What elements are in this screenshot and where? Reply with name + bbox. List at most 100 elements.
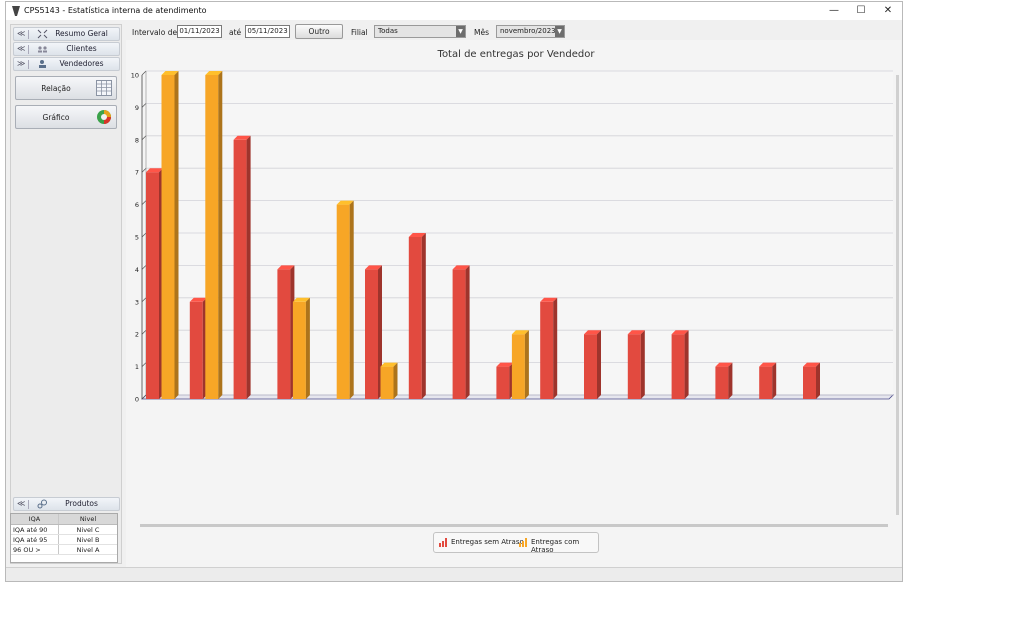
- section-resumo-geral[interactable]: ≪ Resumo Geral: [13, 27, 120, 41]
- separator: [28, 500, 29, 509]
- table-header: IQA Nivel: [11, 514, 117, 525]
- section-label: Vendedores: [59, 59, 104, 68]
- bar: [715, 366, 729, 399]
- separator: [28, 30, 29, 39]
- tick-mark: [141, 103, 147, 108]
- button-label: Relação: [41, 84, 71, 93]
- bar-side: [218, 71, 223, 399]
- bar-top: [408, 233, 426, 237]
- bar-side: [246, 135, 251, 400]
- users-icon: [38, 46, 47, 53]
- bar: [540, 301, 554, 399]
- y-tick-label: 6: [135, 201, 139, 209]
- bar-side: [728, 362, 733, 399]
- bar: [292, 301, 306, 399]
- bar: [161, 75, 175, 399]
- y-tick-label: 2: [135, 331, 139, 339]
- branch-select[interactable]: Todas ▼: [374, 25, 466, 38]
- table-row[interactable]: 96 OU > Nivel A: [11, 545, 117, 555]
- y-tick-label: 3: [135, 298, 139, 306]
- bar-top: [511, 330, 529, 335]
- minimize-button[interactable]: —: [829, 5, 839, 16]
- section-produtos[interactable]: ≪ Produtos: [13, 497, 120, 511]
- chevron-icon: ≪: [17, 29, 26, 38]
- bar-top: [161, 71, 179, 75]
- branch-value: Todas: [378, 27, 398, 35]
- cell-iqa: 96 OU >: [11, 545, 59, 554]
- y-tick-label: 5: [135, 234, 139, 242]
- header-iqa: IQA: [11, 514, 59, 524]
- y-tick-label: 4: [135, 266, 139, 274]
- maximize-button[interactable]: ☐: [856, 5, 866, 16]
- seller-icon: [39, 60, 46, 68]
- bar: [233, 139, 247, 400]
- date-to-field[interactable]: 05/11/2023: [245, 25, 290, 38]
- bar-top: [277, 265, 295, 270]
- month-label: Mês: [474, 28, 489, 37]
- grafico-button[interactable]: Gráfico: [15, 105, 117, 129]
- bar-side: [378, 265, 382, 399]
- legend-item-com-atraso: Entregas com Atraso: [531, 538, 580, 554]
- bar-top: [715, 362, 733, 367]
- interval-label: Intervalo de: [132, 28, 178, 37]
- sidebar: ≪ Resumo Geral ≪ Clientes ≫ Vendedores R…: [10, 24, 122, 564]
- bar-top: [584, 330, 601, 335]
- section-clientes[interactable]: ≪ Clientes: [13, 42, 120, 56]
- cell-nivel: Nivel C: [76, 526, 100, 534]
- other-button[interactable]: Outro: [295, 24, 343, 39]
- y-tick-label: 1: [135, 363, 139, 371]
- header-nivel: Nivel: [79, 515, 97, 523]
- y-tick-label: 10: [131, 72, 139, 80]
- bar-side: [524, 330, 529, 399]
- tick-mark: [141, 70, 147, 76]
- bar-top: [205, 71, 223, 75]
- bar: [671, 334, 685, 399]
- bar-side: [349, 200, 354, 399]
- bar-side: [816, 362, 820, 399]
- bar: [584, 334, 597, 399]
- cell-iqa: IQA até 90: [11, 525, 59, 534]
- y-tick-label: 7: [135, 169, 139, 177]
- bar-top: [146, 168, 163, 173]
- table-row[interactable]: IQA até 95 Nivel B: [11, 535, 117, 545]
- bar: [627, 334, 641, 399]
- bar: [803, 366, 816, 399]
- table-icon: [96, 80, 112, 96]
- close-button[interactable]: ✕: [883, 5, 893, 16]
- date-from-field[interactable]: 01/11/2023: [177, 25, 222, 38]
- collapse-arrows-icon: [37, 29, 48, 39]
- bar: [277, 269, 291, 399]
- bar-side: [421, 233, 426, 399]
- relacao-button[interactable]: Relação: [15, 76, 117, 100]
- button-label: Gráfico: [42, 113, 70, 122]
- tick-mark: [141, 167, 147, 173]
- bar: [511, 334, 525, 399]
- bar-top: [452, 265, 470, 270]
- chevron-icon: ≪: [17, 499, 26, 508]
- window-title: CPS5143 - Estatística interna de atendim…: [24, 6, 207, 15]
- bar: [452, 269, 466, 399]
- section-vendedores[interactable]: ≫ Vendedores: [13, 57, 120, 71]
- table-row[interactable]: IQA até 90 Nivel C: [11, 525, 117, 535]
- bar-top: [803, 362, 820, 367]
- legend-bars-red-icon: [439, 538, 447, 547]
- title-bar: CPS5143 - Estatística interna de atendim…: [6, 2, 902, 20]
- tick-mark: [141, 297, 147, 303]
- until-label: até: [229, 28, 242, 37]
- chevron-down-icon: ▼: [456, 26, 465, 37]
- status-bar: [6, 567, 902, 581]
- cell-iqa: IQA até 95: [11, 535, 59, 544]
- separator: [28, 45, 29, 54]
- tick-mark: [141, 232, 147, 238]
- bar-top: [671, 330, 689, 335]
- bar-side: [597, 330, 601, 399]
- bar: [336, 204, 350, 399]
- bar: [189, 301, 203, 399]
- bar-side: [684, 330, 689, 399]
- month-select[interactable]: novembro/2023 ▼: [496, 25, 565, 38]
- vertical-scrollbar: [896, 75, 899, 515]
- bar-top: [336, 200, 354, 205]
- bar: [496, 366, 510, 399]
- bar-top: [627, 330, 645, 335]
- bar-top: [759, 362, 777, 367]
